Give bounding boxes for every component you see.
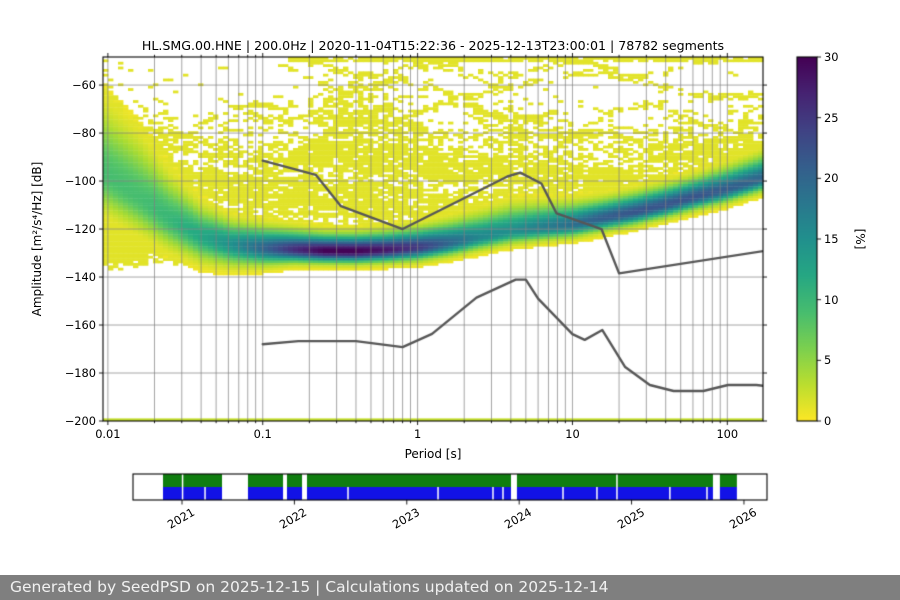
y-axis-label: Amplitude [m²/s⁴/Hz] [dB] [30, 161, 44, 317]
x-tick-label: 100 [716, 427, 739, 441]
plot-title: HL.SMG.00.HNE | 200.0Hz | 2020-11-04T15:… [141, 38, 725, 53]
x-tick-label: 0.1 [253, 427, 272, 441]
y-tick-label: −100 [64, 174, 96, 189]
y-tick-label: −80 [71, 126, 96, 141]
y-tick-label: −140 [64, 270, 96, 285]
ppsd-heatmap-canvas [0, 0, 900, 575]
colorbar-tick-label: 10 [824, 292, 839, 307]
x-tick-label: 10 [565, 427, 580, 441]
x-tick-label: 0.01 [95, 427, 121, 441]
colorbar-tick-label: 5 [824, 353, 832, 368]
y-tick-label: −120 [64, 222, 96, 237]
colorbar-tick-label: 20 [824, 171, 839, 186]
colorbar-tick-label: 25 [824, 110, 839, 125]
x-axis-label: Period [s] [404, 447, 462, 461]
footer-text: Generated by SeedPSD on 2025-12-15 | Cal… [10, 578, 609, 596]
colorbar-label: [%] [853, 228, 867, 250]
y-tick-label: −180 [64, 366, 96, 380]
colorbar-tick-label: 30 [824, 50, 839, 64]
footer-bar: Generated by SeedPSD on 2025-12-15 | Cal… [0, 575, 900, 600]
ppsd-figure: HL.SMG.00.HNE | 200.0Hz | 2020-11-04T15:… [0, 0, 900, 575]
y-tick-label: −60 [71, 78, 96, 93]
colorbar-tick-label: 0 [824, 414, 832, 428]
colorbar-tick-label: 15 [824, 232, 839, 246]
y-tick-label: −160 [64, 318, 96, 333]
y-tick-label: −200 [64, 414, 96, 428]
x-tick-label: 1 [413, 427, 422, 441]
